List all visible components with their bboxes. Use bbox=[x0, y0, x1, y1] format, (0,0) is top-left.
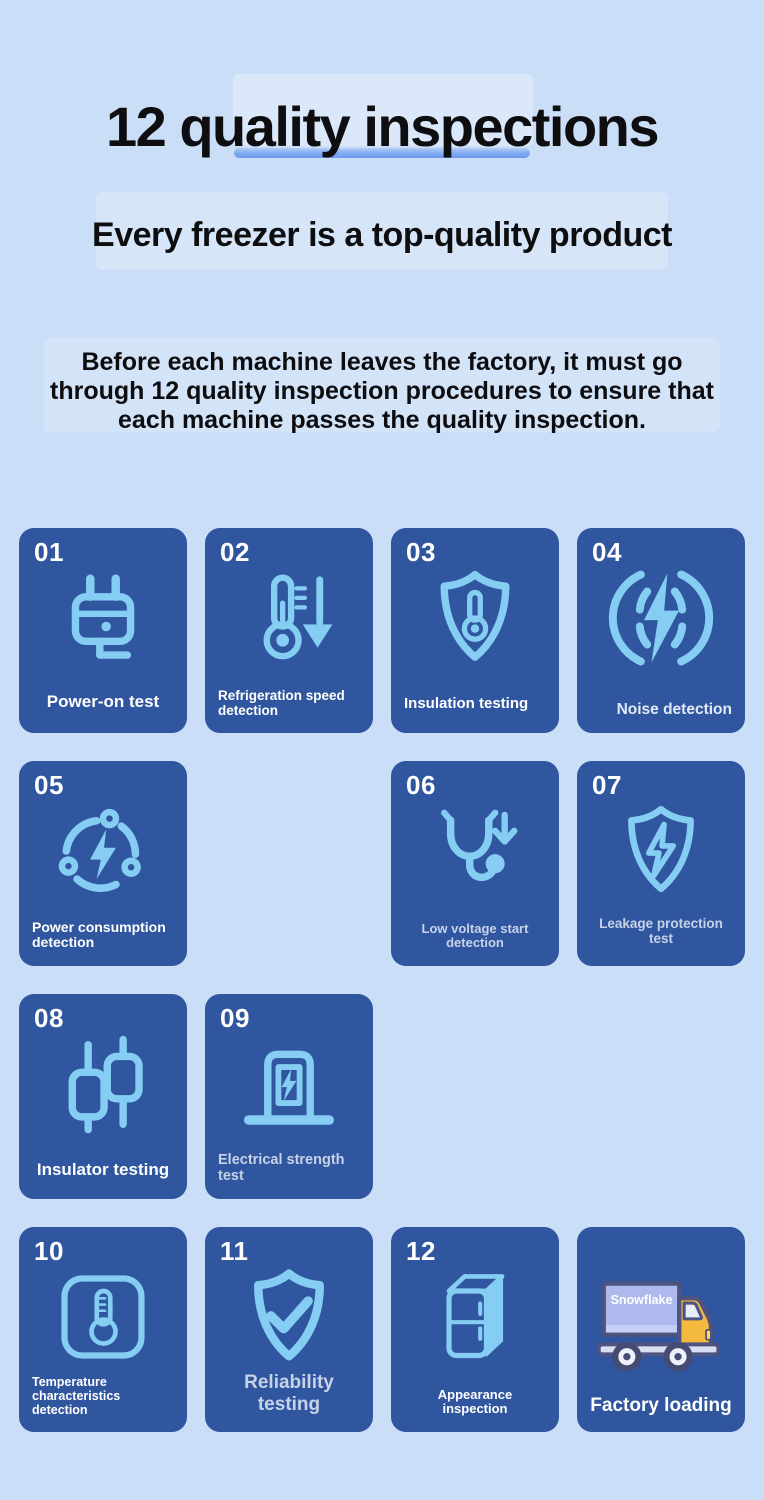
card-leakage-protection: 07 Leakage protection test bbox=[577, 761, 745, 966]
card-label: Reliability testing bbox=[244, 1372, 334, 1415]
shield-thermometer-icon bbox=[391, 556, 559, 680]
card-label: Insulator testing bbox=[36, 1159, 170, 1179]
card-noise-detection: 04 Noise detection bbox=[577, 528, 745, 733]
thermometer-arrow-icon bbox=[205, 556, 373, 680]
card-label: Appearance inspection bbox=[437, 1386, 513, 1417]
thermometer-square-icon bbox=[19, 1255, 187, 1379]
card-number: 09 bbox=[220, 1003, 250, 1033]
card-number: 06 bbox=[406, 770, 436, 800]
card-appearance-inspection: 12 Appearance inspection bbox=[391, 1227, 559, 1432]
card-insulation-testing: 03 Insulation testing bbox=[391, 528, 559, 733]
card-number: 01 bbox=[34, 537, 64, 567]
refrigerator-icon bbox=[391, 1255, 559, 1379]
inspection-cards-grid: 01 Power-on test 02 bbox=[19, 528, 745, 1432]
card-power-consumption: 05 Power consumption detection bbox=[19, 761, 187, 966]
page-title: 12 quality inspections bbox=[105, 95, 660, 158]
card-label: Low voltage start detection bbox=[421, 920, 529, 951]
card-number: 05 bbox=[34, 770, 64, 800]
title-underline-accent bbox=[234, 148, 530, 158]
card-number: 04 bbox=[592, 537, 622, 567]
card-label: Power consumption detection bbox=[32, 918, 166, 951]
card-number: 03 bbox=[406, 537, 436, 567]
energy-cycle-icon bbox=[19, 789, 187, 913]
stethoscope-icon bbox=[391, 789, 559, 913]
card-factory-loading: Snowflake Factory loading bbox=[577, 1227, 745, 1432]
card-label: Factory loading bbox=[590, 1394, 732, 1416]
card-label: Power-on test bbox=[46, 691, 160, 711]
card-number: 07 bbox=[592, 770, 622, 800]
subtitle-highlight bbox=[96, 192, 668, 270]
paragraph-highlight bbox=[44, 338, 720, 432]
truck-box-label: Snowflake bbox=[610, 1293, 673, 1307]
card-label: Temperature characteristics detection bbox=[32, 1375, 121, 1417]
card-reliability-testing: 11 Reliability testing bbox=[205, 1227, 373, 1432]
title-highlight bbox=[233, 74, 533, 146]
page-subtitle: Every freezer is a top-quality product bbox=[92, 216, 672, 254]
power-plug-icon bbox=[19, 556, 187, 680]
card-number: 02 bbox=[220, 537, 250, 567]
card-refrigeration-speed: 02 Refrigeration speed detection bbox=[205, 528, 373, 733]
insulators-icon bbox=[19, 1022, 187, 1146]
card-label: Leakage protection test bbox=[599, 915, 723, 946]
card-insulator-testing: 08 Insulator testing bbox=[19, 994, 187, 1199]
card-electrical-strength: 09 Electrical strength test bbox=[205, 994, 373, 1199]
card-number: 10 bbox=[34, 1236, 64, 1266]
truck-icon: Snowflake bbox=[577, 1263, 745, 1387]
card-power-on-test: 01 Power-on test bbox=[19, 528, 187, 733]
card-number: 11 bbox=[220, 1236, 249, 1266]
card-label: Insulation testing bbox=[404, 695, 529, 713]
card-low-voltage-start: 06 Low voltage start detection bbox=[391, 761, 559, 966]
card-number: 12 bbox=[406, 1236, 436, 1266]
card-label: Refrigeration speed detection bbox=[218, 687, 345, 718]
card-temperature-characteristics: 10 Temperature characteristics detection bbox=[19, 1227, 187, 1432]
press-bolt-icon bbox=[205, 1022, 373, 1146]
intro-paragraph: Before each machine leaves the factory, … bbox=[50, 348, 714, 434]
card-label: Electrical strength test bbox=[218, 1151, 345, 1184]
card-label: Noise detection bbox=[616, 700, 732, 718]
shield-bolt-icon bbox=[577, 789, 745, 913]
shield-check-icon bbox=[205, 1255, 373, 1379]
noise-waves-icon bbox=[577, 556, 745, 680]
card-number: 08 bbox=[34, 1003, 64, 1033]
